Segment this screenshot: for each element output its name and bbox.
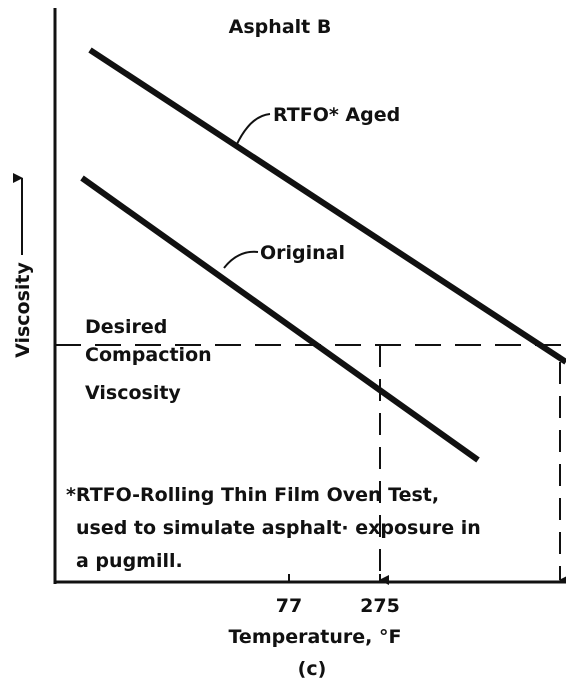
- title: Asphalt B: [229, 16, 332, 38]
- curve-label: RTFO* Aged: [273, 104, 400, 126]
- desired-label: Desired: [85, 316, 167, 338]
- footnote: a pugmill.: [76, 550, 183, 572]
- y-axis-label: Viscosity: [12, 261, 34, 357]
- x-axis-label: Temperature, °F: [229, 626, 402, 648]
- x-tick-label: 77: [276, 595, 302, 617]
- leader: [223, 250, 259, 269]
- aged-curve: [88, 47, 566, 365]
- x-tick-label: 275: [360, 595, 400, 617]
- footnote: *RTFO-Rolling Thin Film Oven Test,: [66, 484, 439, 506]
- panel-label: (c): [298, 658, 327, 680]
- footnote: used to simulate asphalt· exposure in: [76, 517, 481, 539]
- desired-label: Viscosity: [85, 382, 181, 404]
- curve-label: Original: [260, 242, 345, 264]
- original-curve: [80, 175, 480, 463]
- desired-label: Compaction: [85, 344, 212, 366]
- leader: [235, 113, 271, 147]
